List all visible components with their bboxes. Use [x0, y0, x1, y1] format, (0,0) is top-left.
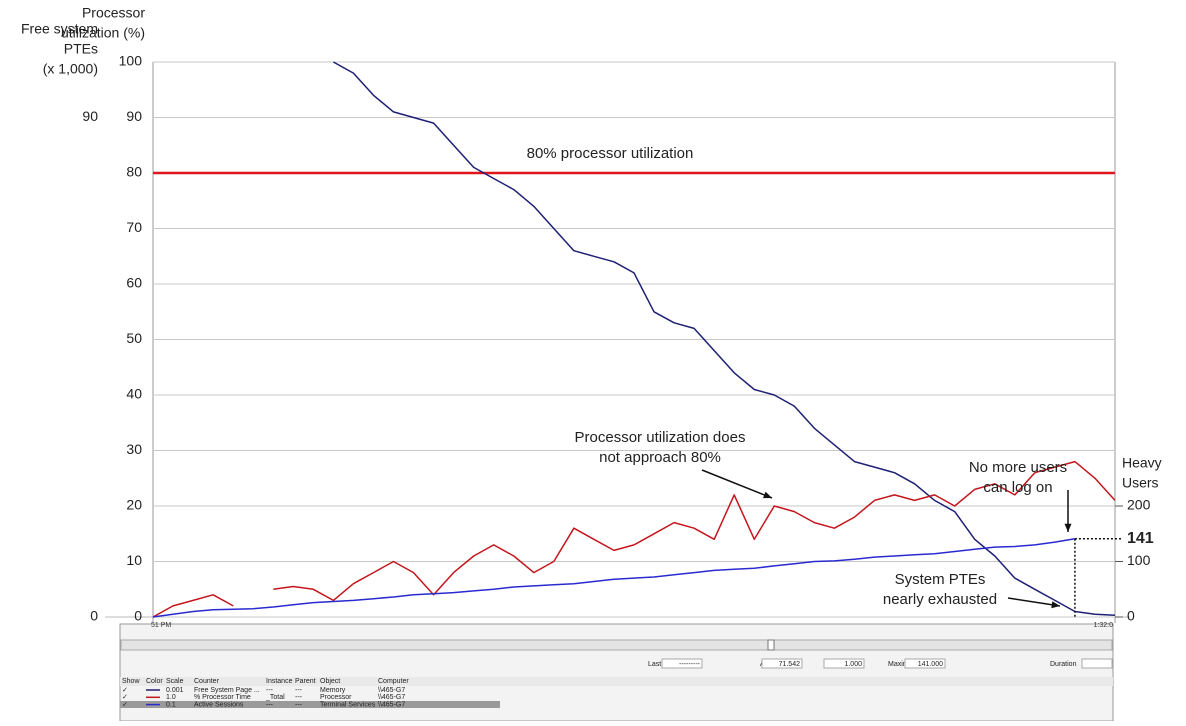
table-header: Show	[122, 678, 140, 685]
table-header: Parent	[295, 678, 316, 685]
annotation-text: nearly exhausted	[883, 591, 997, 608]
annotation-text: System PTEs	[895, 571, 986, 588]
table-cell: \\465-G7	[378, 694, 405, 701]
table-cell: 0.1	[166, 701, 176, 708]
table-cell: ---	[266, 701, 274, 708]
status-value: 141.000	[918, 661, 943, 668]
y-tick-label: 20	[126, 497, 142, 513]
reference-label: 80% processor utilization	[527, 145, 694, 162]
status-field	[761, 658, 803, 669]
annotation-text: No more users	[969, 459, 1067, 476]
annotation-arrow	[1007, 597, 1061, 607]
table-header: Computer	[378, 678, 409, 685]
y-pte-tick-label: 0	[90, 608, 98, 624]
x-tick-label: 51 PM	[151, 622, 171, 629]
y-tick-label: 100	[119, 53, 143, 69]
y-tick-label: 10	[126, 552, 142, 568]
scrollbar[interactable]	[120, 639, 1113, 651]
annotation-text: can log on	[983, 479, 1052, 496]
y-tick-label: 90	[126, 108, 142, 124]
table-cell: Memory	[320, 687, 346, 694]
table-cell: ---	[295, 694, 303, 701]
y-tick-label: 80	[126, 164, 142, 180]
table-cell: Processor	[320, 694, 352, 701]
table-cell: ✓	[122, 694, 128, 701]
table-cell: 1.0	[166, 694, 176, 701]
table-cell: Terminal Services	[320, 701, 376, 708]
arrow-head	[763, 491, 772, 499]
status-field	[904, 658, 946, 669]
arrow-head	[1051, 601, 1060, 609]
table-cell: Free System Page ...	[194, 687, 260, 694]
status-field	[1081, 658, 1113, 669]
status-label: Maximum	[888, 661, 919, 668]
y-tick-label: 70	[126, 219, 142, 235]
y-tick-label: 30	[126, 441, 142, 457]
table-cell: \\465-G7	[378, 687, 405, 694]
y2-axis-title: Heavy	[1122, 455, 1162, 471]
status-value: 71.542	[779, 661, 801, 668]
y-axis-title: utilization (%)	[61, 25, 145, 41]
y-tick-label: 60	[126, 275, 142, 291]
y2-tick-label: 0	[1127, 608, 1135, 624]
final-users-label: 141	[1127, 530, 1154, 547]
y-tick-label: 50	[126, 330, 142, 346]
y-pte-axis-title: (x 1,000)	[43, 61, 98, 77]
status-label: Duration	[1050, 661, 1077, 668]
annotation-text: not approach 80%	[599, 449, 721, 466]
scroll-thumb[interactable]	[767, 639, 775, 651]
arrow-head	[1064, 523, 1072, 532]
y2-tick-label: 200	[1127, 497, 1151, 513]
table-cell: 0.001	[166, 687, 184, 694]
table-cell: \\465-G7	[378, 701, 405, 708]
table-cell: ---	[295, 701, 303, 708]
table-header: Counter	[194, 678, 220, 685]
table-cell: Active Sessions	[194, 701, 244, 708]
series-line	[152, 460, 1116, 618]
table-cell: ---	[266, 687, 274, 694]
table-header: Scale	[166, 678, 184, 685]
table-cell: ✓	[122, 687, 128, 694]
table-cell: % Processor Time	[194, 694, 251, 701]
status-field	[823, 658, 865, 669]
table-cell: _Total	[265, 694, 285, 701]
y-pte-tick-label: 90	[82, 108, 98, 124]
table-header: Object	[320, 678, 340, 685]
annotation-arrow	[701, 469, 773, 499]
y2-axis-title: Users	[1122, 475, 1159, 491]
status-label: Last	[648, 661, 661, 668]
annotation-text: Processor utilization does	[575, 429, 746, 446]
table-header: Color	[146, 678, 163, 685]
y-axis-title: Processor	[82, 5, 145, 21]
status-value: ---------	[679, 661, 701, 668]
y2-tick-label: 100	[1127, 552, 1151, 568]
table-header: Instance	[266, 678, 293, 685]
table-header-bg	[120, 677, 1113, 686]
y-tick-label: 0	[134, 608, 142, 624]
status-value: 1.000	[844, 661, 862, 668]
table-cell: ---	[295, 687, 303, 694]
y-pte-axis-title: Free system	[21, 21, 98, 37]
x-tick-label: 1:32:0	[1094, 622, 1114, 629]
status-field	[661, 658, 703, 669]
y-pte-axis-title: PTEs	[64, 41, 98, 57]
table-cell: ✓	[122, 701, 128, 708]
selected-row	[120, 701, 500, 708]
y-tick-label: 40	[126, 386, 142, 402]
series-line	[152, 537, 1076, 618]
